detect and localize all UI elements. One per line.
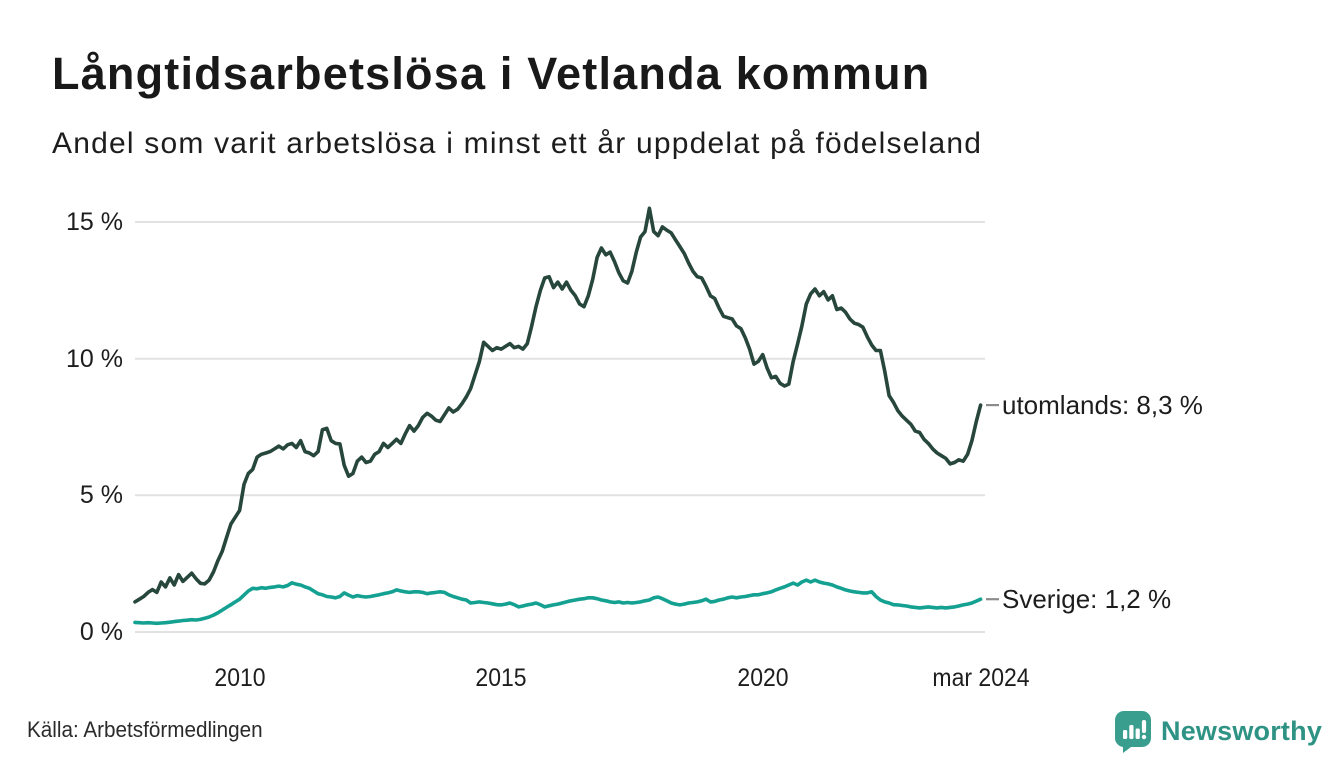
series-line-utomlands: [133, 206, 983, 604]
y-tick-label: 0 %: [79, 618, 123, 646]
series-line-sverige: [133, 578, 983, 626]
chart-subtitle: Andel som varit arbetslösa i minst ett å…: [52, 127, 983, 160]
series-lines: [133, 206, 983, 626]
x-tick-label: 2020: [737, 664, 789, 692]
x-tick-label: 2015: [475, 664, 527, 692]
series-label-utomlands: utomlands: 8,3 %: [1002, 390, 1203, 421]
newsworthy-chart-bubble-icon: [1115, 711, 1151, 753]
y-tick-label: 5 %: [79, 481, 123, 510]
brand-name: Newsworthy: [1161, 716, 1323, 746]
page-title: Långtidsarbetslösa i Vetlanda kommun: [52, 48, 931, 99]
gridlines: [135, 221, 985, 633]
series-label-sverige: Sverige: 1,2 %: [1002, 584, 1172, 615]
label-connector-dashes: [986, 404, 999, 601]
source-note: Källa: Arbetsförmedlingen: [27, 717, 263, 742]
brand-logo: Newsworthy: [1113, 709, 1322, 754]
x-tick-label: mar 2024: [932, 664, 1030, 692]
x-tick-label: 2010: [214, 664, 266, 692]
y-tick-label: 10 %: [66, 344, 123, 373]
y-tick-label: 15 %: [66, 208, 123, 236]
